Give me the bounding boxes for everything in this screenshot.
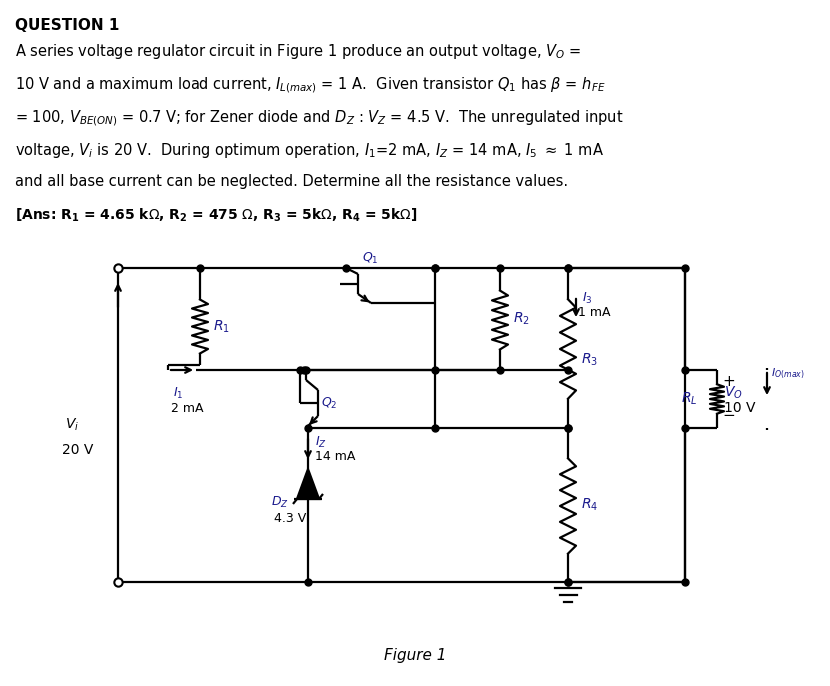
Text: 1 mA: 1 mA [578, 305, 611, 318]
Text: $I_{O(max)}$: $I_{O(max)}$ [771, 367, 805, 381]
Text: $R_1$: $R_1$ [213, 318, 230, 335]
Text: 14 mA: 14 mA [315, 449, 355, 462]
Text: $V_i$: $V_i$ [65, 417, 79, 433]
Text: $Q_2$: $Q_2$ [321, 395, 338, 410]
Text: Figure 1: Figure 1 [383, 648, 447, 663]
Text: $I_1$: $I_1$ [173, 386, 183, 401]
Text: 10 V: 10 V [724, 401, 755, 415]
Text: 2 mA: 2 mA [171, 403, 203, 416]
Text: $R_4$: $R_4$ [581, 497, 598, 513]
Text: +: + [722, 375, 735, 390]
Text: QUESTION 1: QUESTION 1 [15, 18, 120, 33]
Text: A series voltage regulator circuit in Figure 1 produce an output voltage, $V_O$ : A series voltage regulator circuit in Fi… [15, 42, 581, 61]
Text: 4.3 V: 4.3 V [274, 512, 306, 525]
Text: $Q_1$: $Q_1$ [362, 251, 378, 266]
Text: $R_2$: $R_2$ [513, 311, 530, 327]
Text: voltage, $V_i$ is 20 V.  During optimum operation, $I_1$=2 mA, $I_Z$ = 14 mA, $I: voltage, $V_i$ is 20 V. During optimum o… [15, 141, 604, 160]
Text: $I_Z$: $I_Z$ [315, 434, 327, 449]
Text: and all base current can be neglected. Determine all the resistance values.: and all base current can be neglected. D… [15, 174, 568, 189]
Text: $D_Z$: $D_Z$ [271, 495, 289, 510]
Polygon shape [297, 469, 319, 499]
Text: [Ans: $\bf{R_1}$ = 4.65 k$\Omega$, $\bf{R_2}$ = 475 $\Omega$, $\bf{R_3}$ = 5k$\O: [Ans: $\bf{R_1}$ = 4.65 k$\Omega$, $\bf{… [15, 207, 417, 224]
Text: = 100, $V_{BE(ON)}$ = 0.7 V; for Zener diode and $D_Z$ : $V_Z$ = 4.5 V.  The unr: = 100, $V_{BE(ON)}$ = 0.7 V; for Zener d… [15, 108, 623, 128]
Text: 10 V and a maximum load current, $I_{L(max)}$ = 1 A.  Given transistor $Q_1$ has: 10 V and a maximum load current, $I_{L(m… [15, 75, 606, 95]
Text: $R_L$: $R_L$ [681, 391, 697, 407]
Text: $I_3$: $I_3$ [582, 290, 593, 305]
Text: $V_O$: $V_O$ [724, 385, 743, 401]
Text: $R_3$: $R_3$ [581, 352, 598, 368]
Text: −: − [722, 408, 735, 423]
Text: 20 V: 20 V [62, 443, 94, 457]
